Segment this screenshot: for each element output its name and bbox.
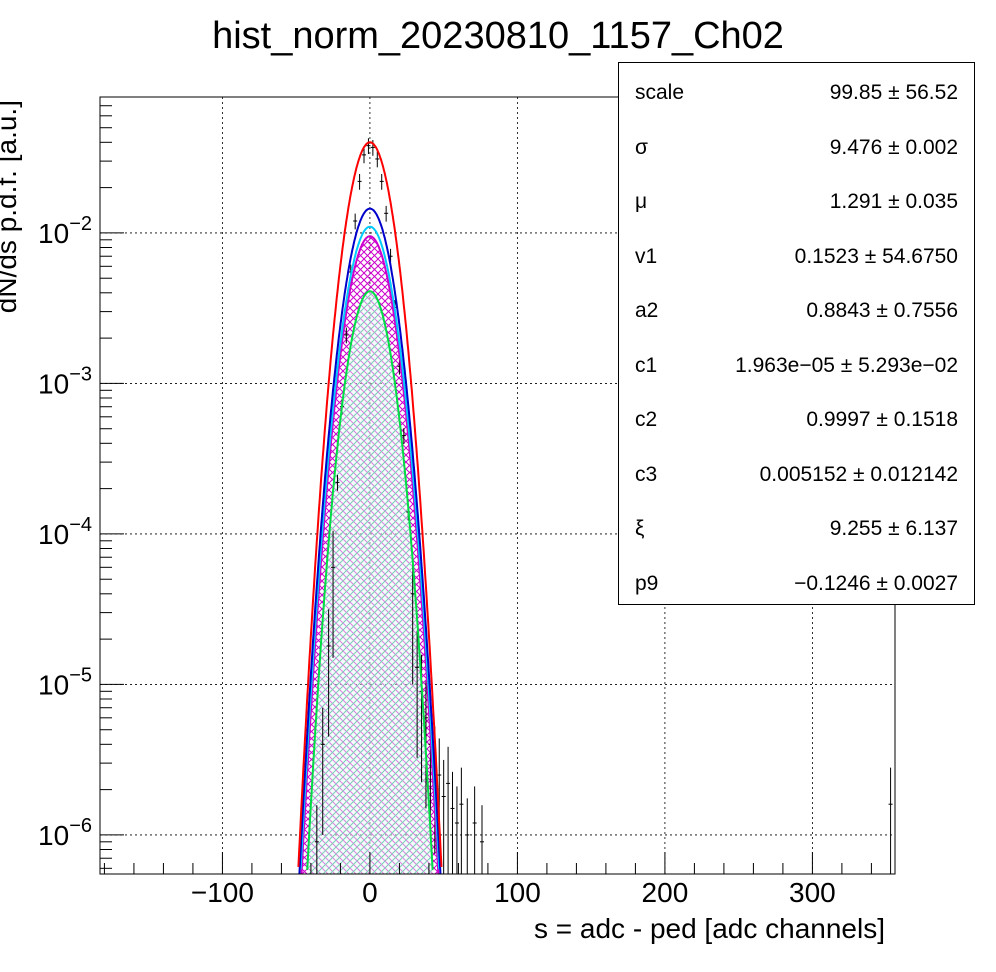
data-point <box>314 805 319 874</box>
fit-curve <box>298 207 442 874</box>
data-point <box>375 151 380 168</box>
stat-value: 0.005152 ± 0.012142 <box>759 462 958 486</box>
fit-curve <box>299 225 441 870</box>
data-point <box>465 798 470 874</box>
data-point <box>366 138 371 155</box>
data-point <box>326 609 331 737</box>
stat-value: 1.291 ± 0.035 <box>829 190 958 213</box>
stat-value: 9.476 ± 0.002 <box>829 135 958 159</box>
axis-ticks <box>100 96 872 874</box>
stat-name: v1 <box>635 244 658 268</box>
stat-row: c2 0.9997 ± 0.1518 <box>619 406 974 436</box>
stat-name: σ <box>635 135 648 159</box>
stat-row: v1 0.1523 ± 54.6750 <box>619 243 974 273</box>
stat-name: ξ <box>635 517 645 540</box>
data-point <box>357 173 362 190</box>
chart-title: hist_norm_20230810_1157_Ch02 <box>212 15 784 57</box>
data-point <box>384 205 389 222</box>
stat-value: 99.85 ± 56.52 <box>829 81 958 104</box>
data-point <box>379 173 384 190</box>
y-tick-label: 10−2 <box>38 213 92 249</box>
data-point <box>454 786 459 874</box>
stat-row: c3 0.005152 ± 0.012142 <box>619 461 974 491</box>
stat-name: scale <box>635 81 685 104</box>
stat-name: μ <box>635 190 648 213</box>
fit-curve <box>300 235 440 874</box>
y-tick-label: 10−5 <box>38 664 92 700</box>
stat-row: μ 1.291 ± 0.035 <box>619 188 974 218</box>
stat-name: c1 <box>635 353 658 377</box>
stat-row: scale 99.85 ± 56.52 <box>619 79 974 109</box>
data-point <box>335 474 340 491</box>
x-tick-label: −100 <box>191 877 254 908</box>
data-point <box>362 147 367 164</box>
data-point <box>441 759 446 874</box>
fit-curve <box>306 290 434 870</box>
data-point <box>331 530 336 658</box>
stat-row: ξ 9.255 ± 6.137 <box>619 515 974 545</box>
data-point <box>446 746 451 874</box>
y-tick-label: 10−6 <box>38 815 92 851</box>
data-point <box>320 707 325 835</box>
x-tick-label: 200 <box>642 877 689 908</box>
data-point <box>353 213 358 230</box>
fit-curve <box>297 141 443 867</box>
data-point <box>480 805 485 874</box>
stat-value: 9.255 ± 6.137 <box>829 517 958 540</box>
x-axis-label: s = adc - ped [adc channels] <box>534 913 885 944</box>
stat-row: p9 −0.1246 ± 0.0027 <box>619 570 974 600</box>
stat-value: −0.1246 ± 0.0027 <box>794 571 958 595</box>
data-point <box>415 630 420 758</box>
stat-name: c3 <box>635 462 658 486</box>
data-point <box>344 327 349 344</box>
x-tick-label: 300 <box>789 877 836 908</box>
stat-value: 1.963e−05 ± 5.293e−02 <box>735 353 958 377</box>
fit-stats-box: scale 99.85 ± 56.52 σ 9.476 ± 0.002 μ 1.291 ±… <box>618 62 975 605</box>
stat-value: 0.9997 ± 0.1518 <box>806 408 958 431</box>
stat-name: a2 <box>635 299 659 322</box>
stat-value: 0.1523 ± 54.6750 <box>794 244 958 268</box>
fit-curves <box>297 141 443 874</box>
x-tick-label: 100 <box>494 877 541 908</box>
stat-row: σ 9.476 ± 0.002 <box>619 134 974 164</box>
stat-row: a2 0.8843 ± 0.7556 <box>619 297 974 327</box>
data-point <box>401 428 406 444</box>
data-point <box>410 557 415 685</box>
y-tick-label: 10−4 <box>38 514 92 550</box>
data-point <box>888 767 893 874</box>
stat-name: c2 <box>635 408 658 431</box>
x-tick-label: 0 <box>362 877 378 908</box>
data-point <box>450 771 455 874</box>
data-point <box>472 786 477 874</box>
stat-name: p9 <box>635 571 659 595</box>
tick-labels: −100 0 100 200 300 10−6 10−5 10−4 10−3 10−2 <box>38 213 836 908</box>
y-axis-label: dN/ds p.d.f. [a.u.] <box>0 100 22 313</box>
stat-row: c1 1.963e−05 ± 5.293e−02 <box>619 352 974 382</box>
stat-value: 0.8843 ± 0.7556 <box>806 299 958 322</box>
y-tick-label: 10−3 <box>38 363 92 399</box>
data-point <box>459 767 464 874</box>
